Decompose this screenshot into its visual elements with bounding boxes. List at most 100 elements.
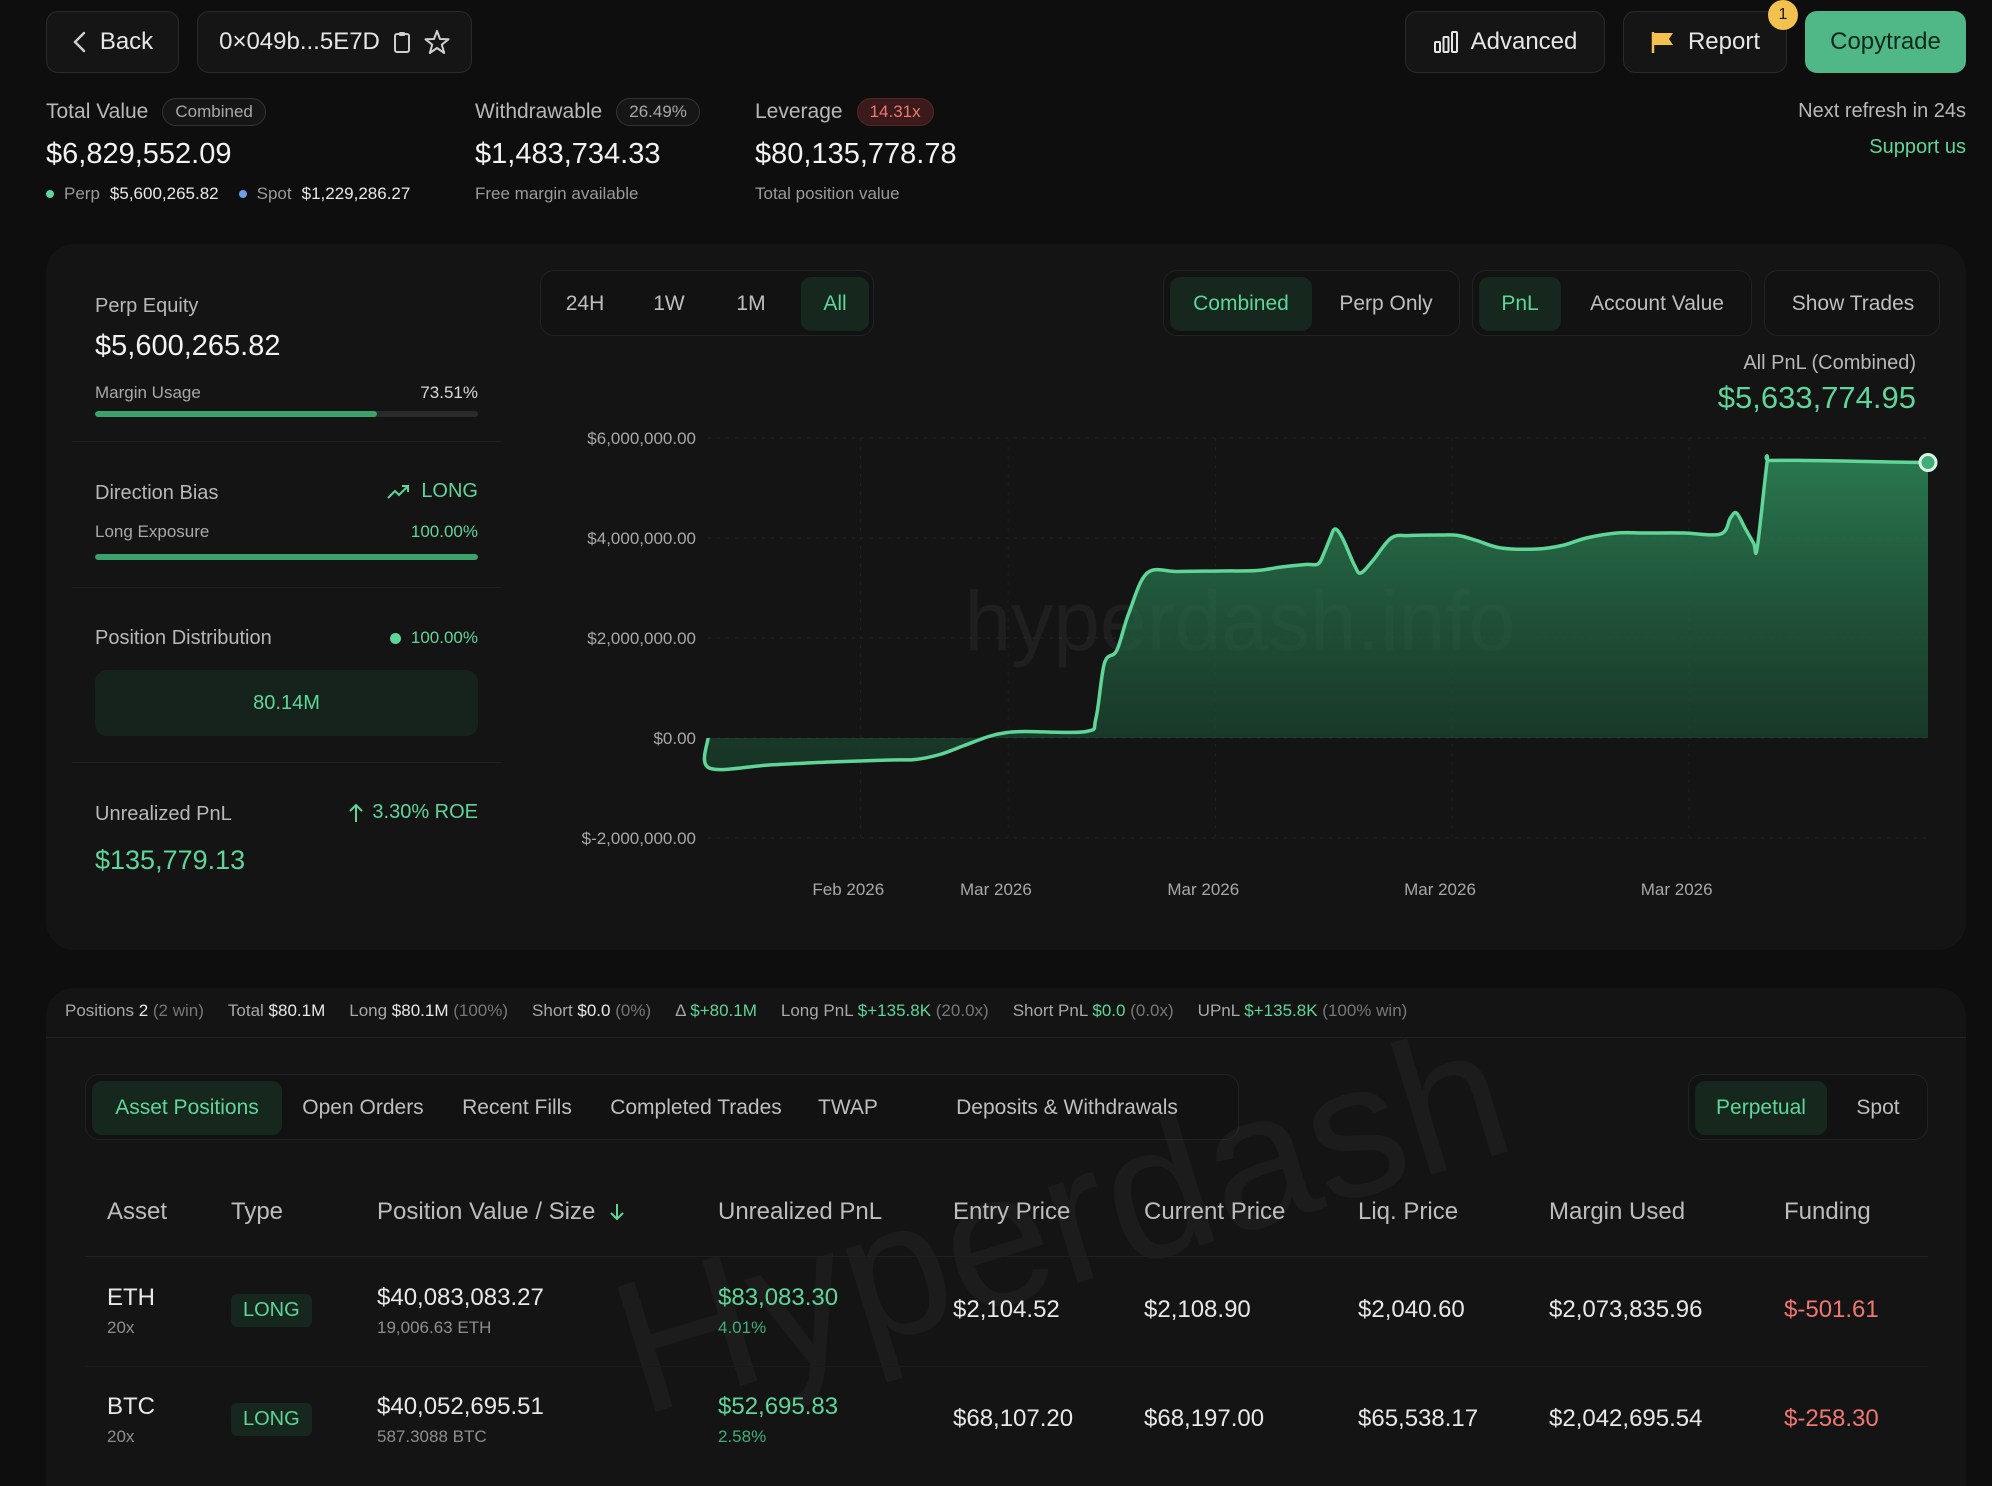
tab-twap[interactable]: TWAP xyxy=(818,1096,878,1119)
row-entry-price: $68,107.20 xyxy=(953,1405,1074,1432)
row-funding: $-258.30 xyxy=(1784,1405,1879,1432)
copy-icon[interactable] xyxy=(392,30,412,54)
leverage-sub: Total position value xyxy=(755,184,900,203)
stat-item: Long $80.1M (100%) xyxy=(349,1001,508,1025)
total-value-label: Total Value xyxy=(46,100,149,123)
col-liq-price[interactable]: Liq. Price xyxy=(1358,1198,1459,1225)
row-unrealized-pnl-pct: 2.58% xyxy=(718,1427,767,1446)
unrealized-pnl-label: Unrealized PnL xyxy=(95,803,232,825)
position-distribution-label: Position Distribution xyxy=(95,627,272,649)
range-selector: 24H 1W 1M All xyxy=(540,270,874,336)
col-funding[interactable]: Funding xyxy=(1784,1198,1871,1225)
perp-label: Perp xyxy=(64,184,100,203)
market-spot[interactable]: Spot xyxy=(1856,1096,1900,1119)
stat-label: Total xyxy=(227,1001,269,1020)
row-margin-used: $2,042,695.54 xyxy=(1549,1405,1703,1432)
col-current-price[interactable]: Current Price xyxy=(1144,1198,1286,1225)
stat-label: UPnL xyxy=(1197,1001,1245,1020)
withdrawable-sub: Free margin available xyxy=(475,184,639,203)
scope-perp-only[interactable]: Perp Only xyxy=(1339,292,1433,315)
col-margin-used[interactable]: Margin Used xyxy=(1549,1198,1686,1225)
position-distribution-box[interactable]: 80.14M xyxy=(95,670,478,736)
withdrawable-pill: 26.49% xyxy=(616,98,700,126)
unrealized-pnl-value: $135,779.13 xyxy=(95,845,246,875)
row-entry-price: $2,104.52 xyxy=(953,1296,1060,1323)
x-tick-label: Mar 2026 xyxy=(1404,880,1476,899)
direction-bias-value: LONG xyxy=(421,480,478,502)
row-funding: $-501.61 xyxy=(1784,1296,1879,1323)
next-refresh: Next refresh in 24s xyxy=(1798,100,1966,122)
col-unrealized-pnl[interactable]: Unrealized PnL xyxy=(718,1198,883,1225)
stat-value: $0.0 xyxy=(1092,1001,1126,1020)
row-current-price: $2,108.90 xyxy=(1144,1296,1251,1323)
metric-selector: PnL Account Value xyxy=(1472,270,1752,336)
stat-item: Positions 2 (2 win) xyxy=(65,1001,204,1025)
range-1w[interactable]: 1W xyxy=(653,292,685,315)
copytrade-button[interactable]: Copytrade xyxy=(1805,11,1966,73)
range-1m[interactable]: 1M xyxy=(736,292,766,315)
col-position-value[interactable]: Position Value / Size xyxy=(377,1198,625,1226)
stat-item: Total $80.1M xyxy=(228,1001,325,1025)
tab-open-orders[interactable]: Open Orders xyxy=(302,1096,424,1119)
star-icon[interactable] xyxy=(424,29,450,55)
market-toggle: Perpetual Spot xyxy=(1688,1074,1928,1140)
row-position-size: 19,006.63 ETH xyxy=(377,1318,492,1337)
margin-usage-label: Margin Usage xyxy=(95,383,201,402)
y-tick-label: $-2,000,000.00 xyxy=(582,829,696,848)
stat-item: Long PnL $+135.8K (20.0x) xyxy=(781,1001,989,1025)
positions-stats: Positions 2 (2 win) Total $80.1M Long $80.… xyxy=(65,1001,1431,1025)
row-type-badge: LONG xyxy=(231,1294,312,1327)
chart-readout-value: $5,633,774.95 xyxy=(1717,380,1916,415)
row-liq-price: $2,040.60 xyxy=(1358,1296,1465,1323)
report-button[interactable]: Report xyxy=(1623,11,1787,73)
market-perpetual[interactable]: Perpetual xyxy=(1695,1081,1827,1135)
show-trades-button[interactable]: Show Trades xyxy=(1764,270,1940,336)
col-entry-price[interactable]: Entry Price xyxy=(953,1198,1071,1225)
sort-down-icon[interactable] xyxy=(609,1202,625,1222)
col-type[interactable]: Type xyxy=(231,1198,284,1225)
pnl-line xyxy=(702,454,1929,772)
row-leverage: 20x xyxy=(107,1318,135,1337)
distribution-dot xyxy=(389,632,401,644)
margin-usage-bar xyxy=(95,411,478,417)
support-link[interactable]: Support us xyxy=(1869,136,1966,158)
range-all[interactable]: All xyxy=(801,277,869,331)
perp-value: $5,600,265.82 xyxy=(109,184,219,203)
stat-label: Long PnL xyxy=(780,1001,858,1020)
tab-recent-fills[interactable]: Recent Fills xyxy=(462,1096,572,1119)
y-tick-label: $0.00 xyxy=(653,729,696,748)
stat-extra: (0.0x) xyxy=(1125,1001,1174,1020)
stat-value: 2 xyxy=(138,1001,149,1020)
tab-asset-positions[interactable]: Asset Positions xyxy=(92,1081,282,1135)
stat-value: $+135.8K xyxy=(1244,1001,1318,1020)
row-position-value: $40,083,083.27 xyxy=(377,1284,544,1311)
position-distribution-value: 100.00% xyxy=(410,628,478,647)
stat-value: $80.1M xyxy=(391,1001,449,1020)
perp-equity-value: $5,600,265.82 xyxy=(95,330,281,362)
col-asset[interactable]: Asset xyxy=(107,1198,168,1225)
row-position-value: $40,052,695.51 xyxy=(377,1393,544,1420)
advanced-label: Advanced xyxy=(1470,28,1578,55)
metric-pnl[interactable]: PnL xyxy=(1479,277,1561,331)
leverage-value: $80,135,778.78 xyxy=(755,138,957,170)
spot-dot xyxy=(238,190,247,198)
address-chip[interactable]: 0×049b...5E7D xyxy=(197,11,472,73)
back-button[interactable]: Back xyxy=(46,11,179,73)
scope-combined[interactable]: Combined xyxy=(1170,277,1312,331)
row-unrealized-pnl-pct: 4.01% xyxy=(718,1318,767,1337)
tabs-bar: Asset Positions Open Orders Recent Fills… xyxy=(85,1074,1239,1140)
range-24h[interactable]: 24H xyxy=(565,292,605,315)
row-margin-used: $2,073,835.96 xyxy=(1549,1296,1703,1323)
tab-deposits-withdrawals[interactable]: Deposits & Withdrawals xyxy=(956,1096,1178,1119)
long-exposure-value: 100.00% xyxy=(410,522,478,541)
stat-extra: (2 win) xyxy=(148,1001,204,1020)
tab-completed-trades[interactable]: Completed Trades xyxy=(610,1096,782,1119)
advanced-button[interactable]: Advanced xyxy=(1405,11,1605,73)
total-value-pill: Combined xyxy=(162,98,266,126)
chevron-left-icon xyxy=(73,31,86,53)
pnl-endpoint xyxy=(1918,453,1938,472)
metric-account-value[interactable]: Account Value xyxy=(1590,292,1724,315)
chart-readout-label: All PnL (Combined) xyxy=(1743,352,1916,374)
trending-up-icon xyxy=(387,484,410,499)
row-asset: BTC xyxy=(107,1393,155,1420)
